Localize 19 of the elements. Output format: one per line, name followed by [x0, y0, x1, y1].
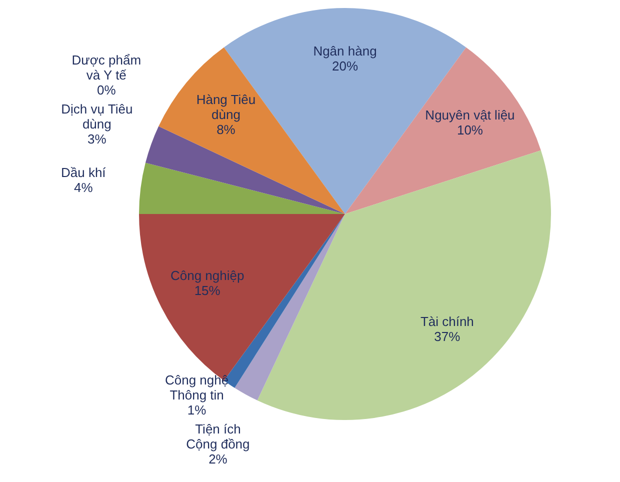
- data-label: 15%: [194, 283, 221, 298]
- data-label: 8%: [216, 122, 236, 138]
- category-label: Dược phẩm và Y tế: [72, 52, 142, 82]
- slice-label: Ngân hàng: [313, 44, 377, 59]
- slice-label: Hàng Tiêu dùng: [196, 92, 256, 122]
- data-label: 3%: [88, 131, 107, 146]
- slice-label: Công nghiệp: [170, 268, 244, 284]
- data-label: 10%: [456, 122, 484, 138]
- text: 0%: [97, 82, 116, 98]
- data-label: 20%: [332, 58, 358, 74]
- data-label: 2%: [208, 452, 228, 467]
- data-label: 1%: [187, 402, 207, 418]
- slice-label: Tiện ích Cộng đồng: [186, 422, 250, 452]
- slice-label: Tài chính: [420, 314, 474, 329]
- slice-label: Dầu khí: [60, 165, 106, 180]
- data-label: 4%: [74, 180, 94, 196]
- slice-label: Nguyên vật liệu: [425, 107, 515, 122]
- slice-label: Dịch vụ Tiêu dùng: [61, 101, 133, 132]
- data-label: 37%: [434, 328, 461, 344]
